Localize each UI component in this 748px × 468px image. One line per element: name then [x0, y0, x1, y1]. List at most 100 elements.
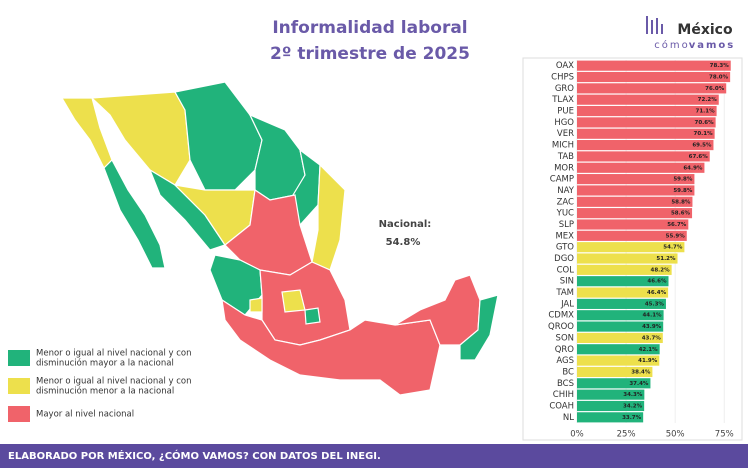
y-tick-label: HGO [554, 118, 574, 128]
y-tick-label: OAX [556, 61, 574, 71]
bar [577, 355, 660, 366]
value-label: 34.3% [623, 392, 643, 398]
value-label: 37.4% [629, 381, 649, 387]
footer-bar [0, 444, 748, 468]
legend-swatch [8, 378, 30, 394]
value-label: 51.2% [656, 256, 676, 262]
legend-swatch [8, 406, 30, 422]
x-tick-label: 50% [666, 430, 685, 440]
legend-label: Mayor al nivel nacional [36, 410, 134, 420]
value-label: 76.0% [705, 86, 725, 92]
y-tick-label: COAH [549, 401, 574, 411]
bar [577, 60, 731, 71]
y-tick-label: AGS [556, 356, 574, 366]
map [60, 81, 499, 396]
y-tick-label: DGO [554, 254, 574, 264]
y-tick-label: SLP [559, 220, 574, 230]
y-tick-label: COL [557, 265, 575, 275]
x-tick-label: 0% [570, 430, 584, 440]
value-label: 78.3% [710, 63, 730, 69]
y-tick-label: MICH [552, 141, 574, 151]
bar [577, 162, 705, 173]
bar [577, 332, 663, 343]
value-label: 70.1% [694, 131, 714, 137]
legend-label: Menor o igual al nivel nacional y con [36, 349, 192, 359]
bar [577, 174, 695, 185]
value-label: 54.7% [663, 245, 683, 251]
x-tick-label: 25% [617, 430, 636, 440]
value-label: 64.9% [683, 165, 703, 171]
bar [577, 264, 672, 275]
y-tick-label: NL [563, 413, 574, 423]
map-region [304, 307, 321, 325]
value-label: 69.5% [692, 143, 712, 149]
logo-icon [646, 16, 663, 34]
bar [577, 219, 689, 230]
logo-tag: cómo [654, 39, 689, 51]
bar [577, 128, 715, 139]
bar [577, 185, 695, 196]
bar [577, 242, 685, 253]
value-label: 33.7% [622, 415, 642, 421]
legend-label: Menor o igual al nivel nacional y con [36, 377, 192, 387]
bar [577, 366, 653, 378]
value-label: 58.8% [671, 199, 691, 205]
x-tick-label: 75% [715, 430, 734, 440]
y-tick-label: BC [562, 367, 574, 377]
bar [577, 400, 645, 412]
map-region [248, 113, 306, 201]
value-label: 71.1% [696, 109, 716, 115]
bar [577, 71, 731, 83]
y-tick-label: ZAC [557, 197, 574, 207]
map-region [174, 81, 263, 191]
y-tick-label: JAL [560, 299, 574, 309]
y-tick-label: TAM [555, 288, 574, 298]
bar [577, 276, 669, 287]
bar [577, 83, 727, 94]
value-label: 55.9% [666, 233, 686, 239]
value-label: 41.9% [638, 358, 658, 364]
y-tick-label: TLAX [551, 95, 574, 105]
value-label: 34.2% [623, 403, 643, 409]
value-label: 43.7% [642, 335, 662, 341]
legend-label: disminución mayor a la nacional [36, 358, 174, 369]
bar [577, 230, 687, 241]
y-tick-label: YUC [556, 209, 574, 219]
subtitle: 2º trimestre de 2025 [270, 44, 470, 64]
y-tick-label: MEX [555, 231, 574, 241]
y-tick-label: GRO [555, 84, 574, 94]
y-tick-label: PUE [557, 107, 574, 117]
bar [577, 287, 669, 298]
y-tick-label: CAMP [550, 175, 574, 185]
bar [577, 105, 717, 117]
y-tick-label: NAY [557, 186, 575, 196]
map-region [459, 294, 499, 361]
bar-panel [522, 57, 743, 441]
y-tick-label: QRO [555, 345, 575, 355]
bar [577, 208, 693, 219]
value-label: 48.2% [651, 267, 671, 273]
value-label: 46.6% [647, 279, 667, 285]
y-tick-label: SIN [560, 277, 574, 287]
value-label: 70.6% [695, 120, 715, 126]
map-region [103, 159, 166, 269]
map-region [259, 261, 351, 346]
bar [577, 140, 714, 151]
footer: ELABORADO POR MÉXICO, ¿CÓMO VAMOS? CON D… [8, 449, 381, 462]
value-label: 44.1% [642, 313, 662, 319]
bar [577, 389, 645, 400]
bar [577, 321, 664, 332]
bar [577, 378, 651, 389]
logo-tag: vamos [689, 40, 736, 51]
bar [577, 310, 664, 321]
bar [577, 196, 693, 207]
legend-label: disminución menor a la nacional [36, 386, 174, 397]
bar [577, 117, 716, 128]
bar [577, 94, 719, 105]
bar [577, 412, 644, 423]
value-label: 45.3% [645, 301, 665, 307]
y-tick-label: MOR [554, 163, 574, 173]
bar [577, 344, 660, 355]
bar [577, 253, 678, 264]
value-label: 42.1% [639, 347, 659, 353]
